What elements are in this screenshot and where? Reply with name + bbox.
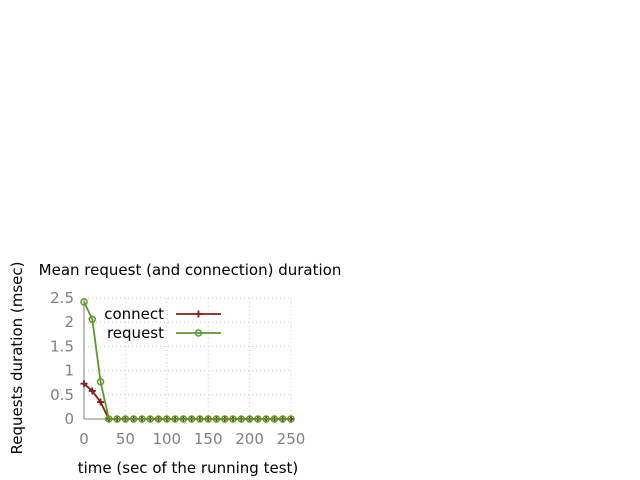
data-point-request [80, 298, 88, 306]
data-point-request [212, 415, 221, 423]
x-axis-label: time (sec of the running test) [78, 459, 299, 477]
data-point-request [196, 415, 204, 423]
y-axis-label: Requests duration (msec) [8, 261, 26, 454]
series-line-request [83, 301, 291, 420]
data-point-connect [97, 398, 105, 406]
data-point-request [262, 415, 270, 423]
x-tick-label: 100 [152, 430, 181, 448]
legend-marker [194, 329, 203, 337]
y-tick-label: 1.5 [50, 337, 74, 355]
legend-item-connect: connect [104, 305, 221, 323]
data-point-request [229, 415, 237, 423]
axes: 0 50 100 150 200 250 0 0.5 1 1.5 2 2.5 [50, 289, 305, 448]
y-tick-label: 2.5 [50, 289, 74, 307]
data-point-request [270, 415, 279, 423]
data-point-request [121, 415, 130, 423]
data-point-request [187, 415, 196, 423]
legend-marker [195, 310, 202, 318]
data-point-request [254, 415, 262, 423]
x-tick-label: 0 [79, 430, 89, 448]
data-point-request [163, 415, 171, 423]
data-point-request [129, 415, 138, 423]
y-tick-label: 0.5 [50, 386, 74, 404]
data-point-request [105, 415, 113, 423]
x-tick-label: 50 [116, 430, 135, 448]
data-point-connect [80, 380, 88, 388]
data-point-request [146, 415, 154, 423]
series-connect [80, 380, 295, 423]
data-point-request [221, 415, 229, 423]
data-point-request [237, 415, 246, 423]
data-point-request [245, 415, 254, 423]
data-point-request [96, 377, 105, 386]
x-tick-label: 250 [277, 430, 306, 448]
data-point-request [204, 415, 212, 423]
data-point-request [171, 415, 179, 423]
y-tick-label: 1 [64, 362, 74, 380]
chart-title: Mean request (and connection) duration [39, 261, 342, 279]
series-line-connect [83, 382, 291, 420]
data-point-request [179, 415, 188, 423]
plot-area [80, 298, 295, 423]
data-point-request [278, 415, 287, 423]
data-point-request [113, 415, 121, 423]
data-point-request [138, 415, 146, 423]
x-tick-label: 200 [235, 430, 264, 448]
data-point-request [154, 415, 163, 423]
x-tick-label: 150 [194, 430, 223, 448]
series-request [80, 298, 295, 423]
data-point-connect [88, 387, 96, 395]
y-tick-label: 2 [64, 313, 74, 331]
legend-label: request [107, 324, 164, 342]
data-point-request [88, 315, 97, 324]
y-tick-label: 0 [64, 410, 74, 428]
data-point-request [287, 415, 295, 423]
legend-label: connect [104, 305, 164, 323]
legend-item-request: request [107, 324, 221, 342]
